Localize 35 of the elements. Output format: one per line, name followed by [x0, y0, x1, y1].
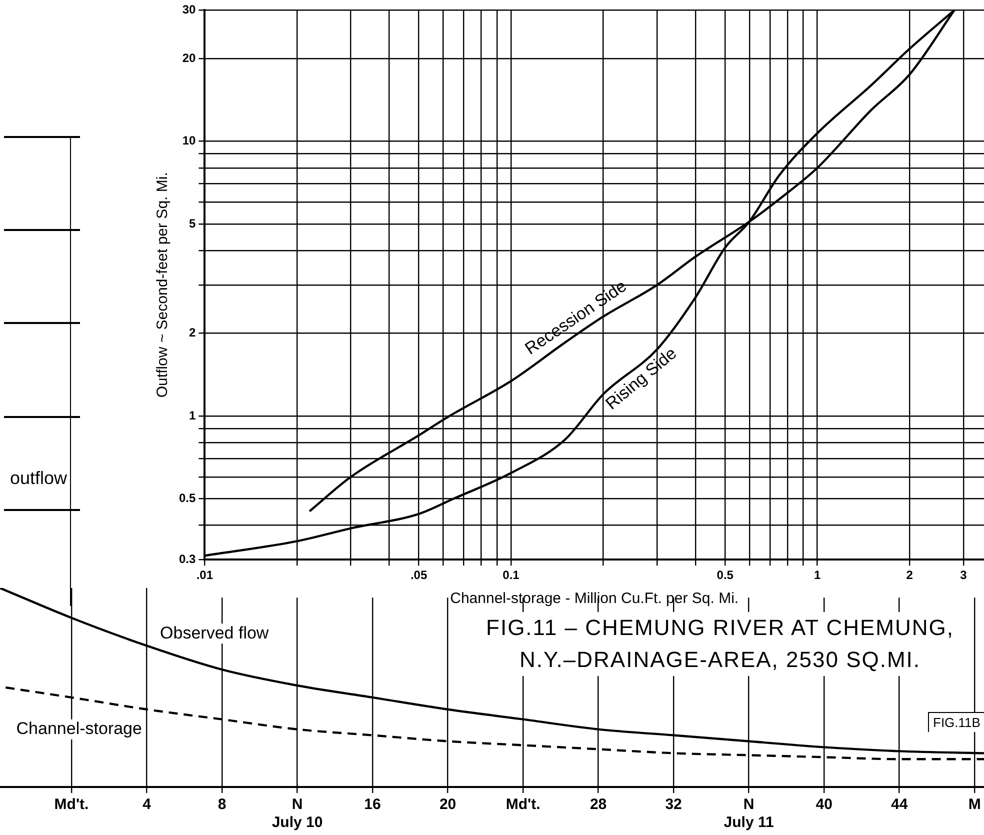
y-tick-label: 30 [182, 2, 196, 17]
x-tick-label: 32 [665, 796, 682, 814]
x-tick-label: 44 [890, 796, 908, 814]
series-label: Channel-storage [16, 719, 142, 738]
text: FIG.11 – CHEMUNG RIVER AT CHEMUNG, N.Y.–DRAINAGE-AREA, 2530 SQ.MI. [470, 612, 970, 676]
text: outflow [10, 468, 68, 489]
x-tick-label: 28 [590, 796, 607, 814]
y-tick-label: 2 [188, 326, 196, 340]
x-tick-label: 4 [142, 796, 152, 814]
x-tick-label: .01 [196, 568, 214, 582]
x-tick-label: Md't. [506, 796, 540, 814]
x-tick-label: 40 [816, 796, 832, 814]
y-axis-title: Outflow ~ Second-feet per Sq. Mi. [154, 172, 172, 398]
x-tick-label: .05 [410, 568, 428, 582]
x-tick-label: 1 [814, 568, 821, 582]
x-tick-label: 16 [364, 796, 381, 814]
x-tick-label: M [968, 796, 981, 814]
y-tick-label: 5 [188, 216, 196, 230]
y-tick-label: 1 [188, 408, 196, 422]
x-tick-label: 0.5 [716, 568, 734, 582]
y-tick-label: 20 [182, 50, 196, 65]
x-tick-label: 0.1 [502, 568, 520, 582]
y-tick-label: 0.3 [178, 552, 196, 566]
x-tick-label: N July 11 [724, 796, 774, 832]
x-tick-label: 2 [906, 568, 914, 582]
x-tick-label: 20 [439, 796, 456, 814]
x-tick-label: 3 [960, 568, 968, 582]
y-tick-label: 10 [182, 134, 196, 148]
y-tick-label: 0.5 [178, 490, 196, 505]
x-tick-label: Md't. [54, 796, 89, 814]
x-tick-label: 8 [218, 796, 226, 814]
x-tick-label: N July 10 [272, 796, 323, 832]
x-axis-title: Channel-storage - Million Cu.Ft. per Sq. Mi. [450, 590, 739, 608]
annotation: FIG.11B [928, 712, 984, 732]
series-label: Observed flow [160, 623, 270, 642]
